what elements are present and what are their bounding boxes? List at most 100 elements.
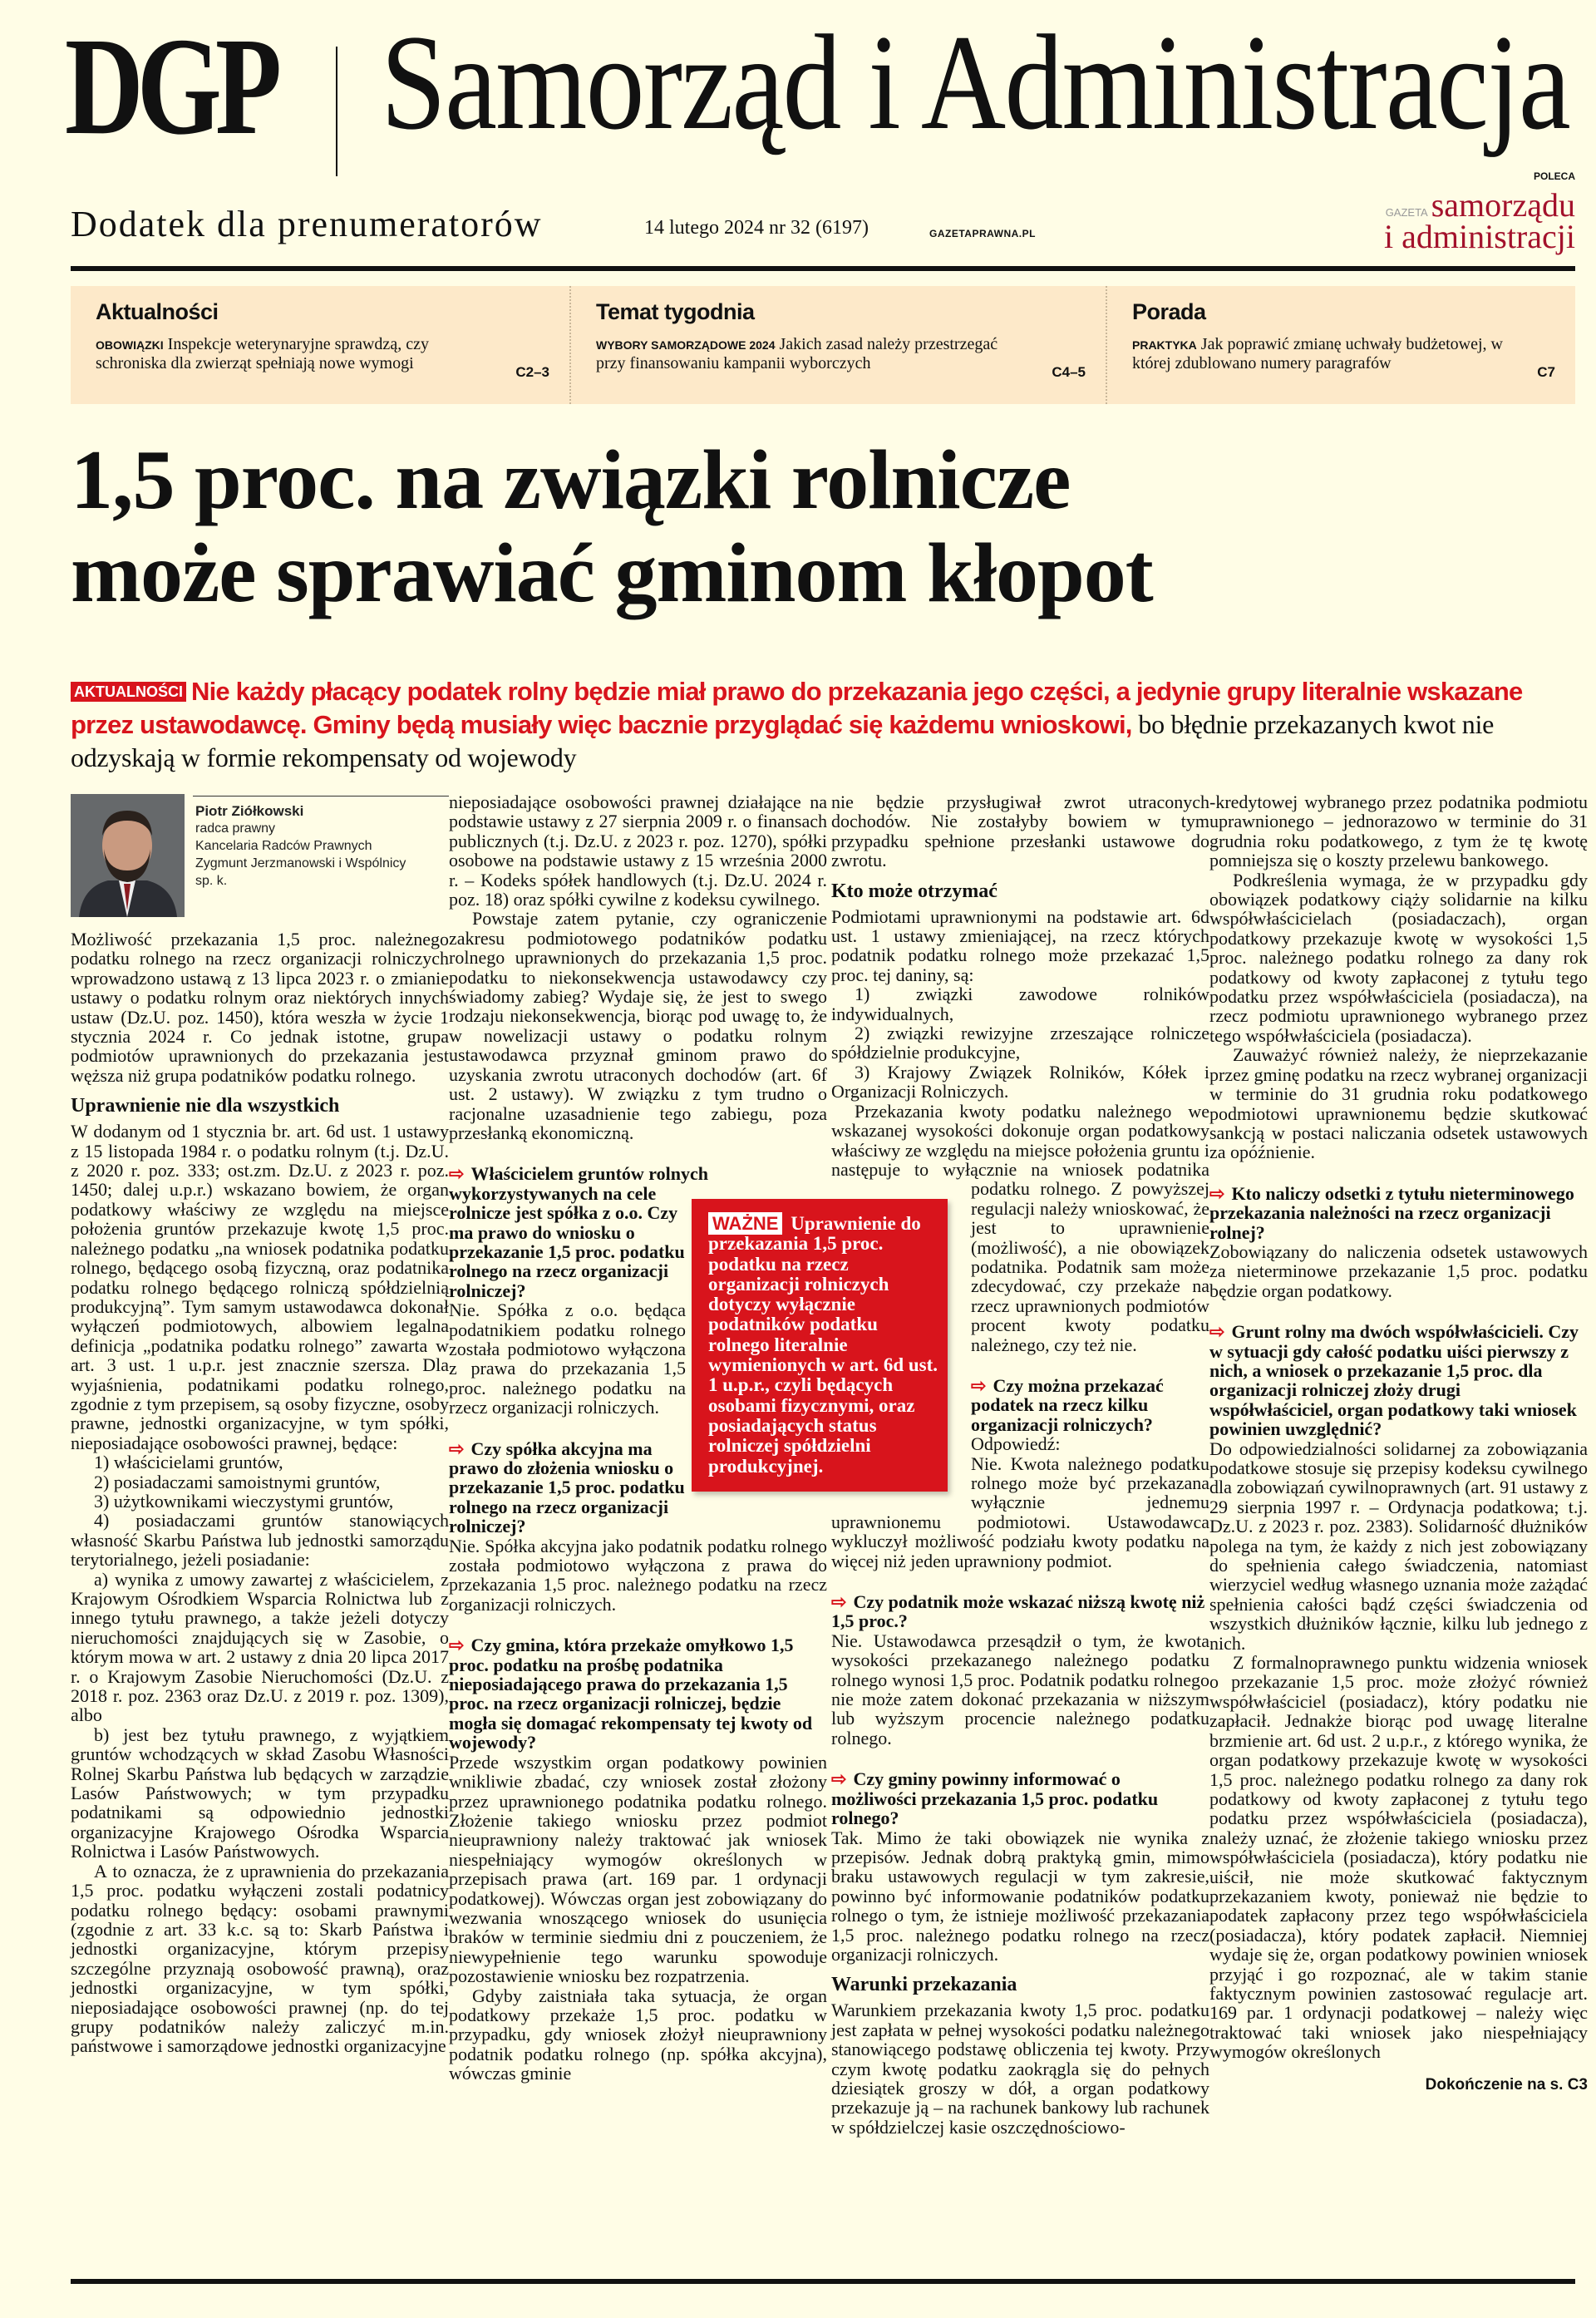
contents-label: WYBORY SAMORZĄDOWE 2024 — [596, 338, 776, 352]
list-item: 3) użytkownikami wieczystymi gruntów, — [94, 1490, 394, 1512]
important-label: WAŻNE — [708, 1212, 783, 1235]
author-name: Piotr Ziółkowski — [195, 803, 304, 819]
contents-page: C2–3 — [515, 364, 549, 380]
question-heading: ⇨ Czy można przekazać podatek na rzecz ki… — [831, 1376, 1209, 1434]
paragraph: Możliwość przekazania 1,5 proc. należneg… — [71, 929, 449, 1086]
paragraph: nie będzie przysługiwał zwrot utraconych… — [831, 792, 1209, 871]
arrow-right-icon: ⇨ — [449, 1438, 465, 1459]
article-column-2: nieposiadające osobowości prawnej działa… — [449, 792, 827, 2084]
list-item: a) wynika z umowy zawartej z właściciele… — [71, 1568, 449, 1726]
important-text: Uprawnienie do przekazania 1,5 proc. pod… — [708, 1213, 938, 1477]
question-heading: ⇨ Czy gminy powinny informować o możliwoś… — [831, 1769, 1209, 1827]
lead-highlight: Nie każdy płacący podatek rolny będzie m… — [71, 677, 1523, 739]
paragraph: Nie. Kwota należnego podatku rolnego moż… — [831, 1452, 1209, 1571]
author-photo — [71, 794, 185, 917]
arrow-right-icon: ⇨ — [1209, 1182, 1225, 1204]
paragraph: Zauważyć również należy, że nieprzekazan… — [1209, 1044, 1588, 1163]
question-text: Kto naliczy odsetki z tytułu nieterminow… — [1209, 1182, 1574, 1243]
paragraph: Powstaje zatem pytanie, czy ograniczenie… — [449, 908, 827, 1143]
paragraph: Podkreślenia wymaga, że w przypadku gdy … — [1209, 869, 1588, 1046]
contents-page: C7 — [1537, 364, 1555, 380]
contents-heading: Aktualności — [96, 299, 219, 324]
paragraph: W dodanym od 1 stycznia br. art. 6d ust.… — [71, 1121, 449, 1453]
author-portrait-icon — [71, 794, 185, 917]
header-rule — [71, 266, 1575, 271]
question-text: Czy gminy powinny informować o możliwośc… — [831, 1768, 1159, 1829]
partner-prefix: GAZETA — [1385, 206, 1428, 219]
author-firm: Kancelaria Radców Prawnych — [195, 839, 372, 853]
byline-rule — [193, 796, 449, 797]
contents-label: OBOWIĄZKI — [96, 338, 164, 352]
paragraph: Przede wszystkim organ podatkowy powinie… — [449, 1751, 827, 1987]
question-text: Grunt rolny ma dwóch współwłaścicieli. C… — [1209, 1321, 1579, 1440]
title-line: może sprawiać gminom kłopot — [71, 526, 1154, 620]
question-text: Właścicielem gruntów rolnych wykorzystyw… — [449, 1163, 708, 1301]
brand-logo: DGP — [65, 9, 282, 164]
contents-heading: Porada — [1132, 299, 1206, 324]
author-firm: Zygmunt Jerzmanowski i Wspólnicy — [195, 856, 406, 870]
question-text: Czy gmina, która przekaże omyłkowo 1,5 p… — [449, 1635, 813, 1753]
masthead-divider — [336, 47, 337, 176]
continued-note: Dokończenie na s. C3 — [1425, 2075, 1588, 2094]
contents-heading: Temat tygodnia — [596, 299, 755, 324]
list-item: 2) związki rewizyjne zrzeszające rolnicz… — [831, 1023, 1209, 1063]
contents-page: C4–5 — [1052, 364, 1086, 380]
site-link[interactable]: GAZETAPRAWNA.PL — [929, 228, 1036, 239]
paragraph: -kredytowej wybranego przez podatnika po… — [1209, 792, 1588, 871]
paragraph: Gdyby zaistniała taka sytuacja, że organ… — [449, 1985, 827, 2084]
contents-text: Jak poprawić zmianę uchwały budżetowej, … — [1132, 335, 1503, 372]
partner-logo: GAZETA samorządu i administracji — [1384, 189, 1575, 255]
paragraph: Nie. Ustawodawca przesądził o tym, że kw… — [831, 1630, 1209, 1748]
question-text: Czy spółka akcyjna ma prawo do złożenia … — [449, 1438, 685, 1537]
list-item: 4) posiadaczami gruntów stanowiących wła… — [71, 1510, 449, 1571]
author-firm: sp. k. — [195, 874, 228, 888]
recommends-label: POLECA — [1533, 170, 1575, 182]
article-title: 1,5 proc. na związki rolnicze może spraw… — [71, 433, 1154, 620]
footer-rule — [71, 2279, 1575, 2284]
list-item: 2) posiadaczami samoistnymi gruntów, — [94, 1471, 381, 1492]
list-item: 3) Krajowy Związek Rolników, Kółek i Org… — [831, 1061, 1209, 1102]
paragraph: Przekazania kwoty podatku należnego we w… — [831, 1100, 1209, 1355]
arrow-right-icon: ⇨ — [831, 1591, 847, 1613]
contents-text: Inspekcje weterynaryjne sprawdzą, czy sc… — [96, 335, 429, 372]
supplement-label: Dodatek dla prenumeratorów — [71, 204, 543, 244]
important-box: WAŻNE Uprawnienie do przekazania 1,5 pro… — [692, 1199, 948, 1492]
article-column-3: nie będzie przysługiwał zwrot utraconych… — [831, 792, 1209, 2137]
section-heading: Kto może otrzymać — [831, 880, 998, 902]
paragraph: Zobowiązany do naliczenia odsetek ustawo… — [1209, 1240, 1588, 1301]
paragraph: Tak. Mimo że taki obowiązek nie wynika z… — [831, 1827, 1209, 1965]
title-line: 1,5 proc. na związki rolnicze — [71, 433, 1071, 527]
paragraph: Nie. Spółka z o.o. będąca podatnikiem po… — [449, 1300, 686, 1418]
arrow-right-icon: ⇨ — [449, 1163, 465, 1185]
article-column-4: -kredytowej wybranego przez podatnika po… — [1209, 792, 1588, 2095]
question-text: Czy można przekazać podatek na rzecz kil… — [971, 1374, 1164, 1435]
author-byline: Piotr Ziółkowski radca prawny Kancelaria… — [195, 802, 441, 890]
partner-line1: samorządu — [1431, 186, 1575, 224]
section-tag: AKTUALNOŚCI — [71, 682, 186, 702]
issue-date: 14 lutego 2024 nr 32 (6197) — [644, 217, 869, 239]
question-heading: ⇨ Czy podatnik może wskazać niższą kwotę … — [831, 1592, 1209, 1631]
contents-bar: Aktualności OBOWIĄZKI Inspekcje weterynar… — [71, 286, 1575, 404]
list-item: b) jest bez tytułu prawnego, z wyjątkiem… — [71, 1724, 449, 1862]
question-heading: ⇨ Czy gmina, która przekaże omyłkowo 1,5 … — [449, 1635, 827, 1752]
arrow-right-icon: ⇨ — [831, 1768, 847, 1790]
list-item: 1) właścicielami gruntów, — [94, 1452, 283, 1473]
paragraph: A to oznacza, że z uprawnienia do przeka… — [71, 1860, 449, 2057]
question-heading: ⇨ Czy spółka akcyjna ma prawo do złożenia… — [449, 1438, 827, 1537]
question-heading: ⇨ Właścicielem gruntów rolnych wykorzysty… — [449, 1164, 827, 1300]
contents-item-news[interactable]: Aktualności OBOWIĄZKI Inspekcje weterynar… — [71, 286, 569, 404]
list-item: 1) związki zawodowe rolników indywidualn… — [831, 984, 1209, 1024]
contents-item-advice[interactable]: Porada PRAKTYKA Jak poprawić zmianę uchwa… — [1106, 286, 1575, 404]
paragraph: Nie. Spółka akcyjna jako podatnik podatk… — [449, 1535, 827, 1615]
contents-item-topic[interactable]: Temat tygodnia WYBORY SAMORZĄDOWE 2024 Ja… — [569, 286, 1106, 404]
question-heading: ⇨ Grunt rolny ma dwóch współwłaścicieli. … — [1209, 1322, 1588, 1438]
section-heading: Uprawnienie nie dla wszystkich — [71, 1095, 340, 1117]
question-heading: ⇨ Kto naliczy odsetki z tytułu nietermino… — [1209, 1184, 1588, 1242]
paragraph: nieposiadające osobowości prawnej działa… — [449, 792, 827, 910]
paragraph: Z formalnoprawnego punktu widzenia wnios… — [1209, 1652, 1588, 2063]
partner-line2: i administracji — [1384, 218, 1575, 255]
section-heading: Warunki przekazania — [831, 1974, 1017, 1996]
author-role: radca prawny — [195, 821, 276, 836]
article-column-1: Możliwość przekazania 1,5 proc. należneg… — [71, 930, 449, 2056]
paragraph: Podmiotami uprawnionymi na podstawie art… — [831, 905, 1209, 985]
